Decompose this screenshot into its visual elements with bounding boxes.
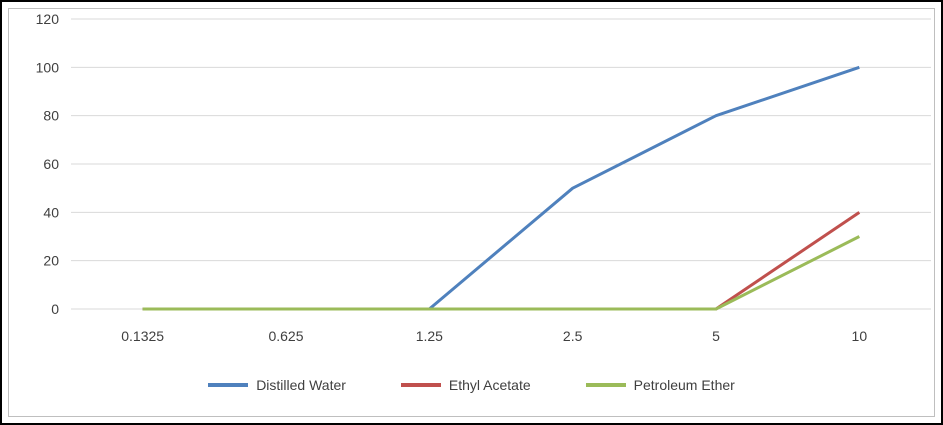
legend-line-swatch: [208, 383, 249, 387]
y-axis-tick-label: 60: [43, 156, 59, 172]
line-chart: 0 20 40 60 80 100 120 0.1325 0.625 1.25 2.5 5 10 Dis…: [8, 8, 935, 417]
legend-item-petroleum-ether: Petroleum Ether: [585, 377, 735, 393]
y-axis-tick-label: 20: [43, 253, 59, 269]
legend-label: Petroleum Ether: [633, 377, 735, 393]
legend-line-swatch: [400, 383, 441, 387]
y-axis-tick-label: 120: [36, 11, 60, 27]
x-axis-tick-label: 0.625: [268, 328, 303, 344]
x-axis-tick-label: 0.1325: [121, 328, 164, 344]
legend-item-ethyl-acetate: Ethyl Acetate: [400, 377, 531, 393]
series-line-petroleum-ether: [142, 235, 861, 311]
plot-area: 0 20 40 60 80 100 120 0.1325 0.625 1.25 2.5 5 10: [36, 11, 931, 344]
y-axis-tick-label: 80: [43, 108, 59, 124]
x-axis-tick-label: 1.25: [416, 328, 443, 344]
legend-label: Distilled Water: [256, 377, 346, 393]
legend-item-distilled-water: Distilled Water: [208, 377, 346, 393]
y-axis-tick-label: 0: [51, 301, 59, 317]
y-axis-tick-label: 40: [43, 204, 59, 220]
legend-label: Ethyl Acetate: [448, 377, 531, 393]
series-line-distilled-water: [142, 65, 860, 311]
chart-legend: Distilled Water Ethyl Acetate Petroleum …: [9, 354, 934, 416]
legend-line-swatch: [585, 383, 626, 387]
x-axis-tick-label: 10: [852, 328, 868, 344]
x-axis-tick-label: 2.5: [563, 328, 583, 344]
x-axis-tick-label: 5: [712, 328, 720, 344]
y-axis-tick-label: 100: [36, 59, 60, 75]
